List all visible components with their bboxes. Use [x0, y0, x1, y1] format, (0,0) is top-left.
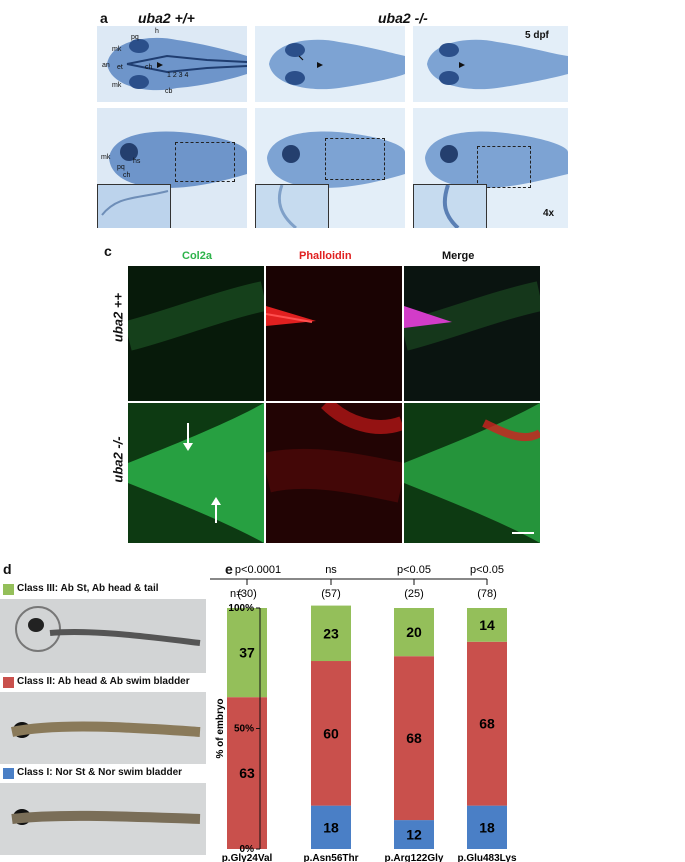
zoom-region-box: [175, 142, 235, 182]
bar-segment: [394, 656, 434, 821]
y-axis-label: % of embryo: [215, 698, 226, 758]
channel-title-merge: Merge: [442, 250, 475, 262]
zoom-inset: [255, 184, 329, 228]
n-count: (57): [321, 588, 341, 600]
confocal-merge-wt: [404, 266, 540, 401]
legend-swatch-class1: [3, 768, 14, 779]
row-label-mut: uba2 -/-: [110, 436, 126, 483]
legend-label-class2: Class II: Ab head & Ab swim bladder: [17, 676, 190, 687]
panel-a-image-wt: pq h mk an et ch mk 1 2 3 4 cb: [97, 26, 247, 102]
bar-value-label: 68: [406, 730, 422, 746]
panel-d-letter: d: [3, 561, 12, 577]
panel-e-letter: e: [225, 561, 233, 577]
bar-value-label: 63: [239, 765, 255, 781]
category-label: p.Gly24Val: [222, 853, 273, 862]
label-b-hs: hs: [133, 158, 141, 165]
channel-title-col2a: Col2a: [182, 250, 212, 262]
label-et: et: [117, 64, 123, 71]
confocal-col2a-wt: [128, 266, 264, 401]
significance-label: p<0.05: [397, 564, 431, 576]
significance-label: p<0.05: [470, 564, 504, 576]
bar-value-label: 14: [479, 617, 495, 633]
category-label: p.Glu483Lys: [457, 853, 517, 862]
panel-b-image-mut-2: 4x: [413, 108, 568, 228]
larva-photo-class2: [0, 692, 206, 764]
panel-c-letter: c: [104, 243, 112, 259]
larva-photo-class1: [0, 783, 206, 855]
confocal-phalloidin-wt: [266, 266, 402, 401]
n-count: (30): [237, 588, 257, 600]
label-ch: ch: [145, 64, 153, 71]
panel-a-letter: a: [100, 10, 108, 26]
zoom-region-box: [325, 138, 385, 180]
bar-segment: [394, 608, 434, 657]
zoom-region-box: [477, 146, 531, 188]
confocal-merge-mut: [404, 403, 540, 543]
panel-b-image-wt: mk hs pq ch: [97, 108, 247, 228]
legend-swatch-class3: [3, 584, 14, 595]
legend-swatch-class2: [3, 677, 14, 688]
n-label: n=: [230, 588, 243, 600]
label-an: an: [102, 62, 110, 69]
n-count: (25): [404, 588, 424, 600]
bar-value-label: 23: [323, 625, 339, 641]
label-mk-top: mk: [112, 46, 122, 53]
bar-value-label: 68: [479, 716, 495, 732]
legend-label-class1: Class I: Nor St & Nor swim bladder: [17, 767, 183, 778]
significance-bracket: [210, 578, 487, 580]
bar-segment: [467, 608, 507, 642]
label-b-mk: mk: [101, 154, 111, 161]
bar-segment: [467, 805, 507, 849]
zoom-inset: [97, 184, 171, 228]
panel-a-image-mut-2: 5 dpf: [413, 26, 568, 102]
label-mk-bottom: mk: [112, 82, 122, 89]
label-b-ch: ch: [123, 172, 131, 179]
n-count: (78): [477, 588, 497, 600]
significance-label: ns: [325, 564, 337, 576]
bar-segment: [394, 820, 434, 849]
bar-segment: [311, 605, 351, 662]
bar-value-label: 20: [406, 624, 422, 640]
wt-column-title: uba2 +/+: [138, 10, 195, 26]
panel-b-image-mut-1: [255, 108, 405, 228]
category-label: p.Arg122Gly: [385, 853, 444, 862]
label-arch-numbers: 1 2 3 4: [167, 72, 189, 79]
label-pq: pq: [131, 34, 139, 41]
stage-label: 5 dpf: [525, 30, 549, 41]
stacked-bar-chart: 54747336166337186023126820186814 0%50%10…: [210, 564, 517, 862]
channel-title-phalloidin: Phalloidin: [299, 250, 352, 262]
significance-label: p<0.0001: [235, 564, 281, 576]
bar-value-label: 18: [479, 819, 495, 835]
panel-a-image-mut-1: [255, 26, 405, 102]
label-b-pq: pq: [117, 164, 125, 171]
label-h: h: [155, 28, 159, 35]
bar-segment: [311, 661, 351, 806]
confocal-col2a-mut: [128, 403, 264, 543]
bar-value-label: 60: [323, 725, 339, 741]
larva-photo-class3: [0, 599, 206, 673]
y-tick-label: 0%: [240, 844, 255, 855]
legend-label-class3: Class III: Ab St, Ab head & tail: [17, 583, 159, 594]
label-cb: cb: [165, 88, 173, 95]
bar-segment: [311, 805, 351, 849]
magnification-label: 4x: [543, 208, 555, 219]
confocal-phalloidin-mut: [266, 403, 402, 543]
bar-value-label: 37: [239, 645, 255, 661]
bar-value-label: 12: [406, 827, 422, 843]
bar-value-label: 18: [323, 819, 339, 835]
mutant-column-title: uba2 -/-: [378, 10, 428, 26]
bar-segment: [467, 641, 507, 806]
category-label: p.Asn56Thr: [303, 853, 358, 862]
row-label-wt: uba2 ++: [110, 292, 126, 343]
y-tick-label: 50%: [234, 724, 254, 735]
zoom-inset: [413, 184, 487, 228]
y-tick-label: 100%: [228, 603, 254, 614]
